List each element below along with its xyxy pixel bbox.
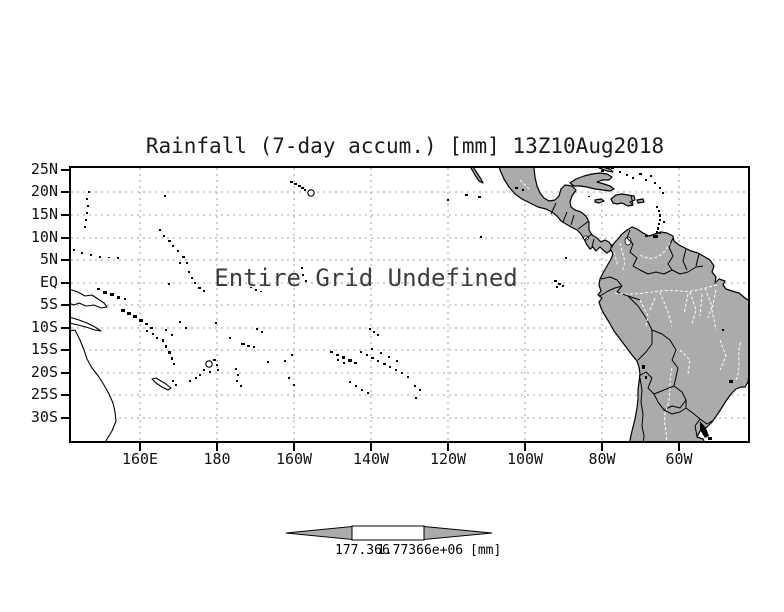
lon-label-100W: 100W [506,450,544,468]
lat-label-30S: 30S [30,408,58,426]
country-borders [550,195,713,441]
lat-tick-15N [61,214,70,216]
land-hispaniola [610,193,636,207]
lat-label-10N: 10N [30,228,58,246]
lakes [642,329,733,440]
colorbar-mid-segment [351,525,425,541]
land-jamaica [594,198,605,204]
lat-tick-10S [61,327,70,329]
lon-tick-100W [524,443,526,451]
lon-label-80W: 80W [588,450,616,468]
lat-tick-15S [61,349,70,351]
lon-label-160W: 160W [275,450,313,468]
lat-label-15S: 15S [30,340,58,358]
lon-tick-160W [293,443,295,451]
colorbar [285,525,493,541]
pacific-coastlines [71,189,315,441]
lon-label-120W: 120W [429,450,467,468]
coast-papua-tail [71,317,102,332]
lat-tick-20S [61,372,70,374]
lon-label-160E: 160E [121,450,159,468]
americas-landmass [470,168,748,441]
colorbar-right-arrow [423,525,493,541]
lat-label-EQ: EQ [39,273,58,291]
lat-label-20N: 20N [30,182,58,200]
colorbar-units: [mm] [470,543,502,558]
land-cuba [569,172,615,192]
colorbar-left-arrow [285,525,353,541]
coast-fiji [205,360,213,368]
lat-tick-30S [61,417,70,419]
lat-label-5S: 5S [39,295,58,313]
lon-tick-180 [216,443,218,451]
lat-tick-25S [61,394,70,396]
lon-tick-60W [678,443,680,451]
lat-tick-25N [61,169,70,171]
lat-tick-5S [61,304,70,306]
plot-title: Rainfall (7-day accum.) [mm] 13Z10Aug201… [145,134,665,158]
coast-new-guinea [71,289,108,309]
colorbar-left-value: 177.366 [335,543,390,558]
lat-label-25S: 25S [30,385,58,403]
lon-label-60W: 60W [665,450,693,468]
lat-label-15N: 15N [30,205,58,223]
map-frame [69,166,750,443]
lon-tick-160E [139,443,141,451]
rivers [519,179,742,441]
lon-label-140W: 140W [352,450,390,468]
coast-hawaii [307,189,315,197]
lake-patos [700,421,709,438]
land-puerto-rico [636,198,645,204]
lon-tick-80W [601,443,603,451]
undefined-grid-notice: Entire Grid Undefined [214,264,518,292]
coast-new-caledonia [151,377,172,391]
lat-tick-20N [61,191,70,193]
colorbar-right-value: 1.77366e+06 [377,543,464,558]
island-specks [73,168,665,399]
lake-maracaibo [624,236,632,246]
lat-tick-10N [61,237,70,239]
lat-tick-EQ [61,282,70,284]
map-canvas [71,168,748,441]
lat-label-20S: 20S [30,363,58,381]
lon-tick-140W [370,443,372,451]
lon-label-180: 180 [203,450,231,468]
coast-australia [71,329,117,441]
land-baja [470,168,484,184]
lat-label-10S: 10S [30,318,58,336]
lat-tick-5N [61,259,70,261]
land-florida-tip [597,168,614,173]
lat-label-25N: 25N [30,160,58,178]
lat-label-5N: 5N [39,250,58,268]
lon-tick-120W [447,443,449,451]
land-main-americas [498,168,748,441]
